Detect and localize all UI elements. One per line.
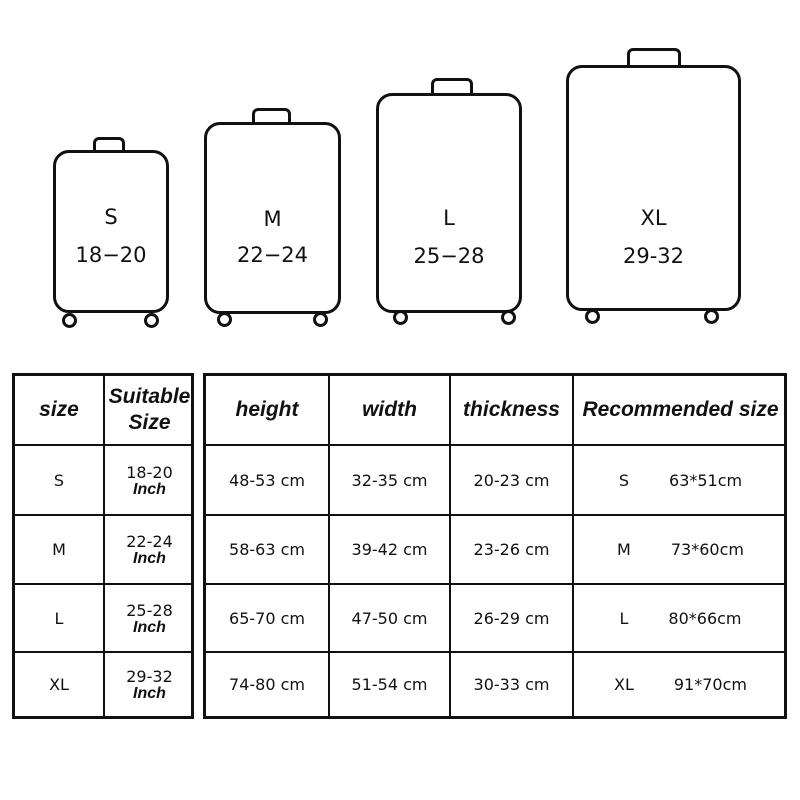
size-cell: S xyxy=(15,446,105,516)
width-cell: 47-50 cm xyxy=(330,585,451,653)
recommended-size-pair: S 63*51cm xyxy=(619,471,742,490)
width-cell: 39-42 cm xyxy=(330,516,451,585)
unit-label: Inch xyxy=(133,618,166,636)
recommended-size-cell: XL 91*70cm xyxy=(574,653,787,716)
recommended-size-pair: L 80*66cm xyxy=(619,609,741,628)
recommended-size-letter: M xyxy=(617,540,631,559)
recommended-size-cell: L 80*66cm xyxy=(574,585,787,653)
suitcase-handle-icon xyxy=(627,48,681,68)
suitcase-size-label: M xyxy=(263,207,282,231)
suitcase-size-label: S xyxy=(104,205,118,229)
suitable-size-cell: 22-24 Inch xyxy=(105,516,194,585)
suitable-range: 18-20 xyxy=(126,462,173,482)
recommended-size-letter: XL xyxy=(614,675,634,694)
suitcase-icon: M 22−24 xyxy=(204,122,341,314)
dimensions-table: height width thickness Recommended size 48-5… xyxy=(203,373,787,719)
suitcase-wheel-icon xyxy=(144,313,159,328)
header-thickness: thickness xyxy=(451,376,574,446)
suitable-size-cell: 29-32 Inch xyxy=(105,653,194,716)
recommended-size-letter: S xyxy=(618,470,630,490)
suitcase-wheel-icon xyxy=(704,309,719,324)
suitable-range: 25-28 xyxy=(126,600,173,620)
suitcase-icon: XL 29-32 xyxy=(566,65,741,311)
suitable-size-table: size Suitable Size S 18-20 Inch M 22-24 Inch L 25… xyxy=(12,373,194,719)
height-cell: 58-63 cm xyxy=(206,516,330,585)
unit-label: Inch xyxy=(133,685,166,702)
header-height: height xyxy=(206,376,330,446)
suitcase-range-label: 18−20 xyxy=(75,243,147,267)
height-cell: 48-53 cm xyxy=(206,446,330,516)
suitcase-icon: S 18−20 xyxy=(53,150,169,313)
suitcase-wheel-icon xyxy=(585,309,600,324)
height-cell: 65-70 cm xyxy=(206,585,330,653)
suitcase-wheel-icon xyxy=(217,312,232,327)
header-suitable-size: Suitable Size xyxy=(105,376,194,446)
header-size: size xyxy=(15,376,105,446)
size-cell: L xyxy=(15,585,105,653)
suitcase-handle-icon xyxy=(93,137,125,153)
size-cell: XL xyxy=(15,653,105,716)
suitcase-wheel-icon xyxy=(313,312,328,327)
recommended-size-dims: 91*70cm xyxy=(673,675,747,694)
suitcase-size-label: XL xyxy=(640,206,667,230)
recommended-size-cell: S 63*51cm xyxy=(574,446,787,516)
recommended-size-dims: 73*60cm xyxy=(670,540,744,559)
suitable-range: 29-32 xyxy=(126,667,173,686)
recommended-size-letter: L xyxy=(619,608,629,628)
suitcase-handle-icon xyxy=(431,78,473,96)
suitable-range: 22-24 xyxy=(126,532,173,551)
height-cell: 74-80 cm xyxy=(206,653,330,716)
header-recommended-size: Recommended size xyxy=(574,376,787,446)
recommended-size-pair: XL 91*70cm xyxy=(614,675,747,694)
suitcase-handle-icon xyxy=(252,108,291,125)
suitcase-wheel-icon xyxy=(62,313,77,328)
thickness-cell: 20-23 cm xyxy=(451,446,574,516)
recommended-size-cell: M 73*60cm xyxy=(574,516,787,585)
suitable-size-cell: 25-28 Inch xyxy=(105,585,194,653)
width-cell: 32-35 cm xyxy=(330,446,451,516)
width-cell: 51-54 cm xyxy=(330,653,451,716)
suitcase-range-label: 22−24 xyxy=(236,243,309,267)
suitable-size-cell: 18-20 Inch xyxy=(105,446,194,516)
thickness-cell: 26-29 cm xyxy=(451,585,574,653)
thickness-cell: 30-33 cm xyxy=(451,653,574,716)
recommended-size-dims: 63*51cm xyxy=(669,470,743,490)
suitcase-range-label: 25−28 xyxy=(413,244,485,268)
recommended-size-dims: 80*66cm xyxy=(668,608,742,628)
suitcase-icon: L 25−28 xyxy=(376,93,522,313)
suitcase-range-label: 29-32 xyxy=(622,244,685,268)
thickness-cell: 23-26 cm xyxy=(451,516,574,585)
header-width: width xyxy=(330,376,451,446)
size-cell: M xyxy=(15,516,105,585)
unit-label: Inch xyxy=(133,550,166,567)
suitcase-size-label: L xyxy=(443,206,455,230)
unit-label: Inch xyxy=(133,480,166,498)
recommended-size-pair: M 73*60cm xyxy=(617,540,744,559)
